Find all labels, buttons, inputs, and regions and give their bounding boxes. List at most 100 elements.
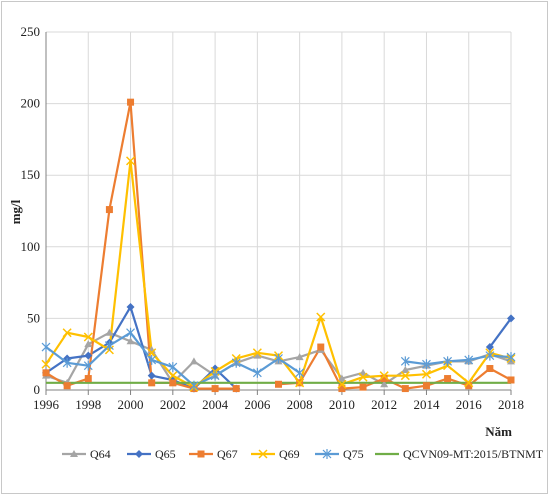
series-line-q75 xyxy=(405,354,512,366)
legend-label-q75: Q75 xyxy=(343,447,364,461)
data-point-q75 xyxy=(485,350,495,361)
data-point-q75 xyxy=(506,352,516,363)
legend-item-q69: Q69 xyxy=(251,447,300,461)
data-point-q67 xyxy=(275,380,282,388)
data-point-q64 xyxy=(295,353,304,361)
data-point-q75 xyxy=(189,380,199,391)
legend-label-q64: Q64 xyxy=(90,447,111,461)
series-line-q65 xyxy=(489,317,512,348)
data-point-q75 xyxy=(422,359,431,370)
data-point-q67 xyxy=(84,375,92,383)
data-point-q67 xyxy=(317,343,325,351)
data-point-q67 xyxy=(127,98,135,106)
data-point-q64 xyxy=(126,337,135,345)
data-point-q69 xyxy=(400,371,410,381)
x-tick-label: 1996 xyxy=(33,397,60,412)
x-tick-label: 2018 xyxy=(498,397,524,412)
data-point-q67 xyxy=(42,369,50,377)
data-point-q75 xyxy=(231,357,241,368)
data-point-q65 xyxy=(485,343,494,352)
data-point-q69-stroke xyxy=(126,156,136,166)
data-point-q69-stroke xyxy=(62,328,72,338)
x-tick-label: 2008 xyxy=(287,397,313,412)
data-point-q67 xyxy=(359,383,367,391)
data-point-q75 xyxy=(443,356,453,367)
legend-item-q67: Q67 xyxy=(189,447,238,461)
data-point-q69-stroke xyxy=(83,332,93,342)
data-point-q69-stroke xyxy=(168,371,178,381)
data-point-q75 xyxy=(104,340,114,351)
data-point-q75 xyxy=(41,342,51,353)
legend-label-q65: Q65 xyxy=(155,447,176,461)
legend-item-q65: Q65 xyxy=(127,447,176,461)
data-point-q69 xyxy=(252,348,262,358)
data-point-q69 xyxy=(83,332,93,342)
x-axis-title: Năm xyxy=(485,424,512,439)
data-point-q67 xyxy=(338,385,346,393)
series-lines xyxy=(45,101,512,390)
data-point-q64 xyxy=(380,380,389,388)
legend-label-q69: Q69 xyxy=(279,447,300,461)
x-tick-label: 2000 xyxy=(118,397,144,412)
legend-label-q67: Q67 xyxy=(217,447,238,461)
legend-item-q75: Q75 xyxy=(315,447,364,461)
y-tick-label: 200 xyxy=(21,96,41,111)
y-tick-label: 150 xyxy=(21,167,41,182)
y-axis-title: mg/l xyxy=(8,199,23,224)
y-tick-label: 100 xyxy=(21,239,41,254)
data-point-q64 xyxy=(105,328,114,336)
data-point-q67 xyxy=(422,382,430,390)
legend-item-q64: Q64 xyxy=(62,447,111,461)
line-chart: 0 50 100 150 200 250 1996 1998 2000 2002 2004 2006 2… xyxy=(8,24,544,461)
data-point-q67 xyxy=(444,375,452,383)
legend-marker-q75 xyxy=(322,449,332,459)
x-tick-label: 2002 xyxy=(160,397,186,412)
x-tick-label: 2012 xyxy=(371,397,397,412)
legend-marker-q67 xyxy=(197,450,205,458)
data-point-q65 xyxy=(507,314,515,323)
axes xyxy=(45,32,512,395)
data-point-q69 xyxy=(126,156,136,166)
data-point-q64 xyxy=(401,365,410,373)
data-point-q69 xyxy=(421,369,431,379)
data-point-q69-stroke xyxy=(316,312,326,322)
data-point-q75 xyxy=(274,353,283,364)
x-tick-label: 2010 xyxy=(329,397,355,412)
x-tick-label: 2014 xyxy=(413,397,440,412)
data-point-q67 xyxy=(232,385,240,393)
y-tick-label: 0 xyxy=(34,382,41,397)
data-point-q69 xyxy=(62,328,72,338)
data-point-q69-stroke xyxy=(358,372,368,382)
x-tick-label: 2016 xyxy=(456,397,483,412)
data-point-q65 xyxy=(126,302,135,311)
data-point-q69-stroke xyxy=(379,371,389,381)
data-point-q67 xyxy=(105,206,113,214)
data-point-q65 xyxy=(84,351,93,360)
y-tick-label: 250 xyxy=(21,24,41,39)
legend-marker-q65 xyxy=(135,450,143,458)
data-point-q69 xyxy=(358,372,368,382)
data-point-q75 xyxy=(400,356,410,367)
data-point-q69 xyxy=(337,379,347,389)
x-tick-label: 2006 xyxy=(244,397,271,412)
data-point-q69-stroke xyxy=(147,348,157,358)
data-point-q69-stroke xyxy=(400,371,410,381)
data-point-q64 xyxy=(253,351,262,359)
data-point-q67 xyxy=(380,375,388,383)
data-point-q75 xyxy=(464,354,474,365)
data-point-q67 xyxy=(401,385,409,393)
data-point-q75 xyxy=(252,367,262,378)
data-point-q67 xyxy=(486,365,494,373)
data-point-q67 xyxy=(211,385,219,393)
legend: Q64 Q65 Q67 Q69 Q75 QCVN09-MT:2015/BTNMT xyxy=(62,447,544,461)
data-point-q65 xyxy=(211,364,220,373)
data-point-q65 xyxy=(147,371,156,380)
data-point-q75 xyxy=(295,367,305,378)
x-tick-label: 1998 xyxy=(75,397,101,412)
legend-marker-q64 xyxy=(70,450,78,457)
legend-marker-q69 xyxy=(258,449,268,459)
legend-item-qcvn09-mt-2015-btnmt: QCVN09-MT:2015/BTNMT xyxy=(375,447,544,461)
data-point-q69-stroke xyxy=(41,359,51,369)
data-point-q75 xyxy=(168,362,178,373)
data-point-q75 xyxy=(126,327,135,338)
